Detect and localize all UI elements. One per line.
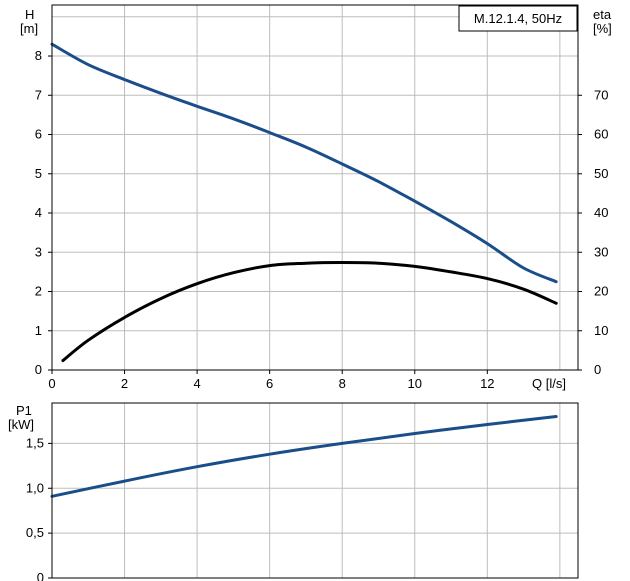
y-right-tick-label: 40 <box>594 205 608 220</box>
x-tick-label: 4 <box>193 376 200 391</box>
y-power-tick-label: 0 <box>37 570 44 581</box>
y-right-tick-label: 30 <box>594 244 608 259</box>
head-chart-grid <box>52 5 578 370</box>
axis-ticks <box>48 55 582 579</box>
x-tick-label: 0 <box>48 376 55 391</box>
head-axis-unit: [m] <box>20 21 38 36</box>
head-axis-name: H <box>25 7 34 22</box>
y-right-tick-label: 10 <box>594 323 608 338</box>
y-right-tick-label: 20 <box>594 284 608 299</box>
power-chart-frame <box>51 402 579 579</box>
y-right-tick-label: 0 <box>594 362 601 377</box>
efficiency-curve <box>61 260 558 363</box>
y-left-tick-label: 1 <box>35 323 42 338</box>
x-tick-label: 6 <box>266 376 273 391</box>
y-left-tick-label: 3 <box>35 244 42 259</box>
y-left-tick-label: 6 <box>35 127 42 142</box>
head-chart-curves <box>50 42 558 363</box>
chart-title: M.12.1.4, 50Hz <box>474 11 562 26</box>
head-curve <box>50 42 558 284</box>
y-power-tick-label: 0,5 <box>26 525 44 540</box>
y-left-tick-label: 4 <box>35 205 42 220</box>
power-chart-curves <box>50 415 558 498</box>
x-tick-label: 2 <box>121 376 128 391</box>
y-right-tick-label: 60 <box>594 127 608 142</box>
eta-axis-unit: [%] <box>593 21 612 36</box>
x-tick-label: 12 <box>480 376 494 391</box>
power-axis-name: P1 <box>16 403 32 418</box>
y-right-tick-label: 50 <box>594 166 608 181</box>
power-curve <box>50 415 558 498</box>
power-chart-grid <box>52 403 578 578</box>
power-axis-unit: [kW] <box>8 417 34 432</box>
x-tick-label: 8 <box>339 376 346 391</box>
y-left-tick-label: 8 <box>35 48 42 63</box>
y-left-tick-label: 7 <box>35 87 42 102</box>
flow-axis-label: Q [l/s] <box>532 376 566 391</box>
y-power-tick-label: 1,5 <box>26 435 44 450</box>
chart-title-box <box>458 5 578 32</box>
y-right-tick-label: 70 <box>594 87 608 102</box>
eta-axis-name: eta <box>593 7 612 22</box>
x-tick-label: 10 <box>408 376 422 391</box>
y-left-tick-label: 2 <box>35 284 42 299</box>
head-chart-frame <box>51 4 579 371</box>
y-power-tick-label: 1,0 <box>26 480 44 495</box>
y-left-tick-label: 0 <box>35 362 42 377</box>
tick-labels: 0 2 4 6 8 10 1201234567801020304050607000,51,0… <box>26 48 609 581</box>
y-left-tick-label: 5 <box>35 166 42 181</box>
